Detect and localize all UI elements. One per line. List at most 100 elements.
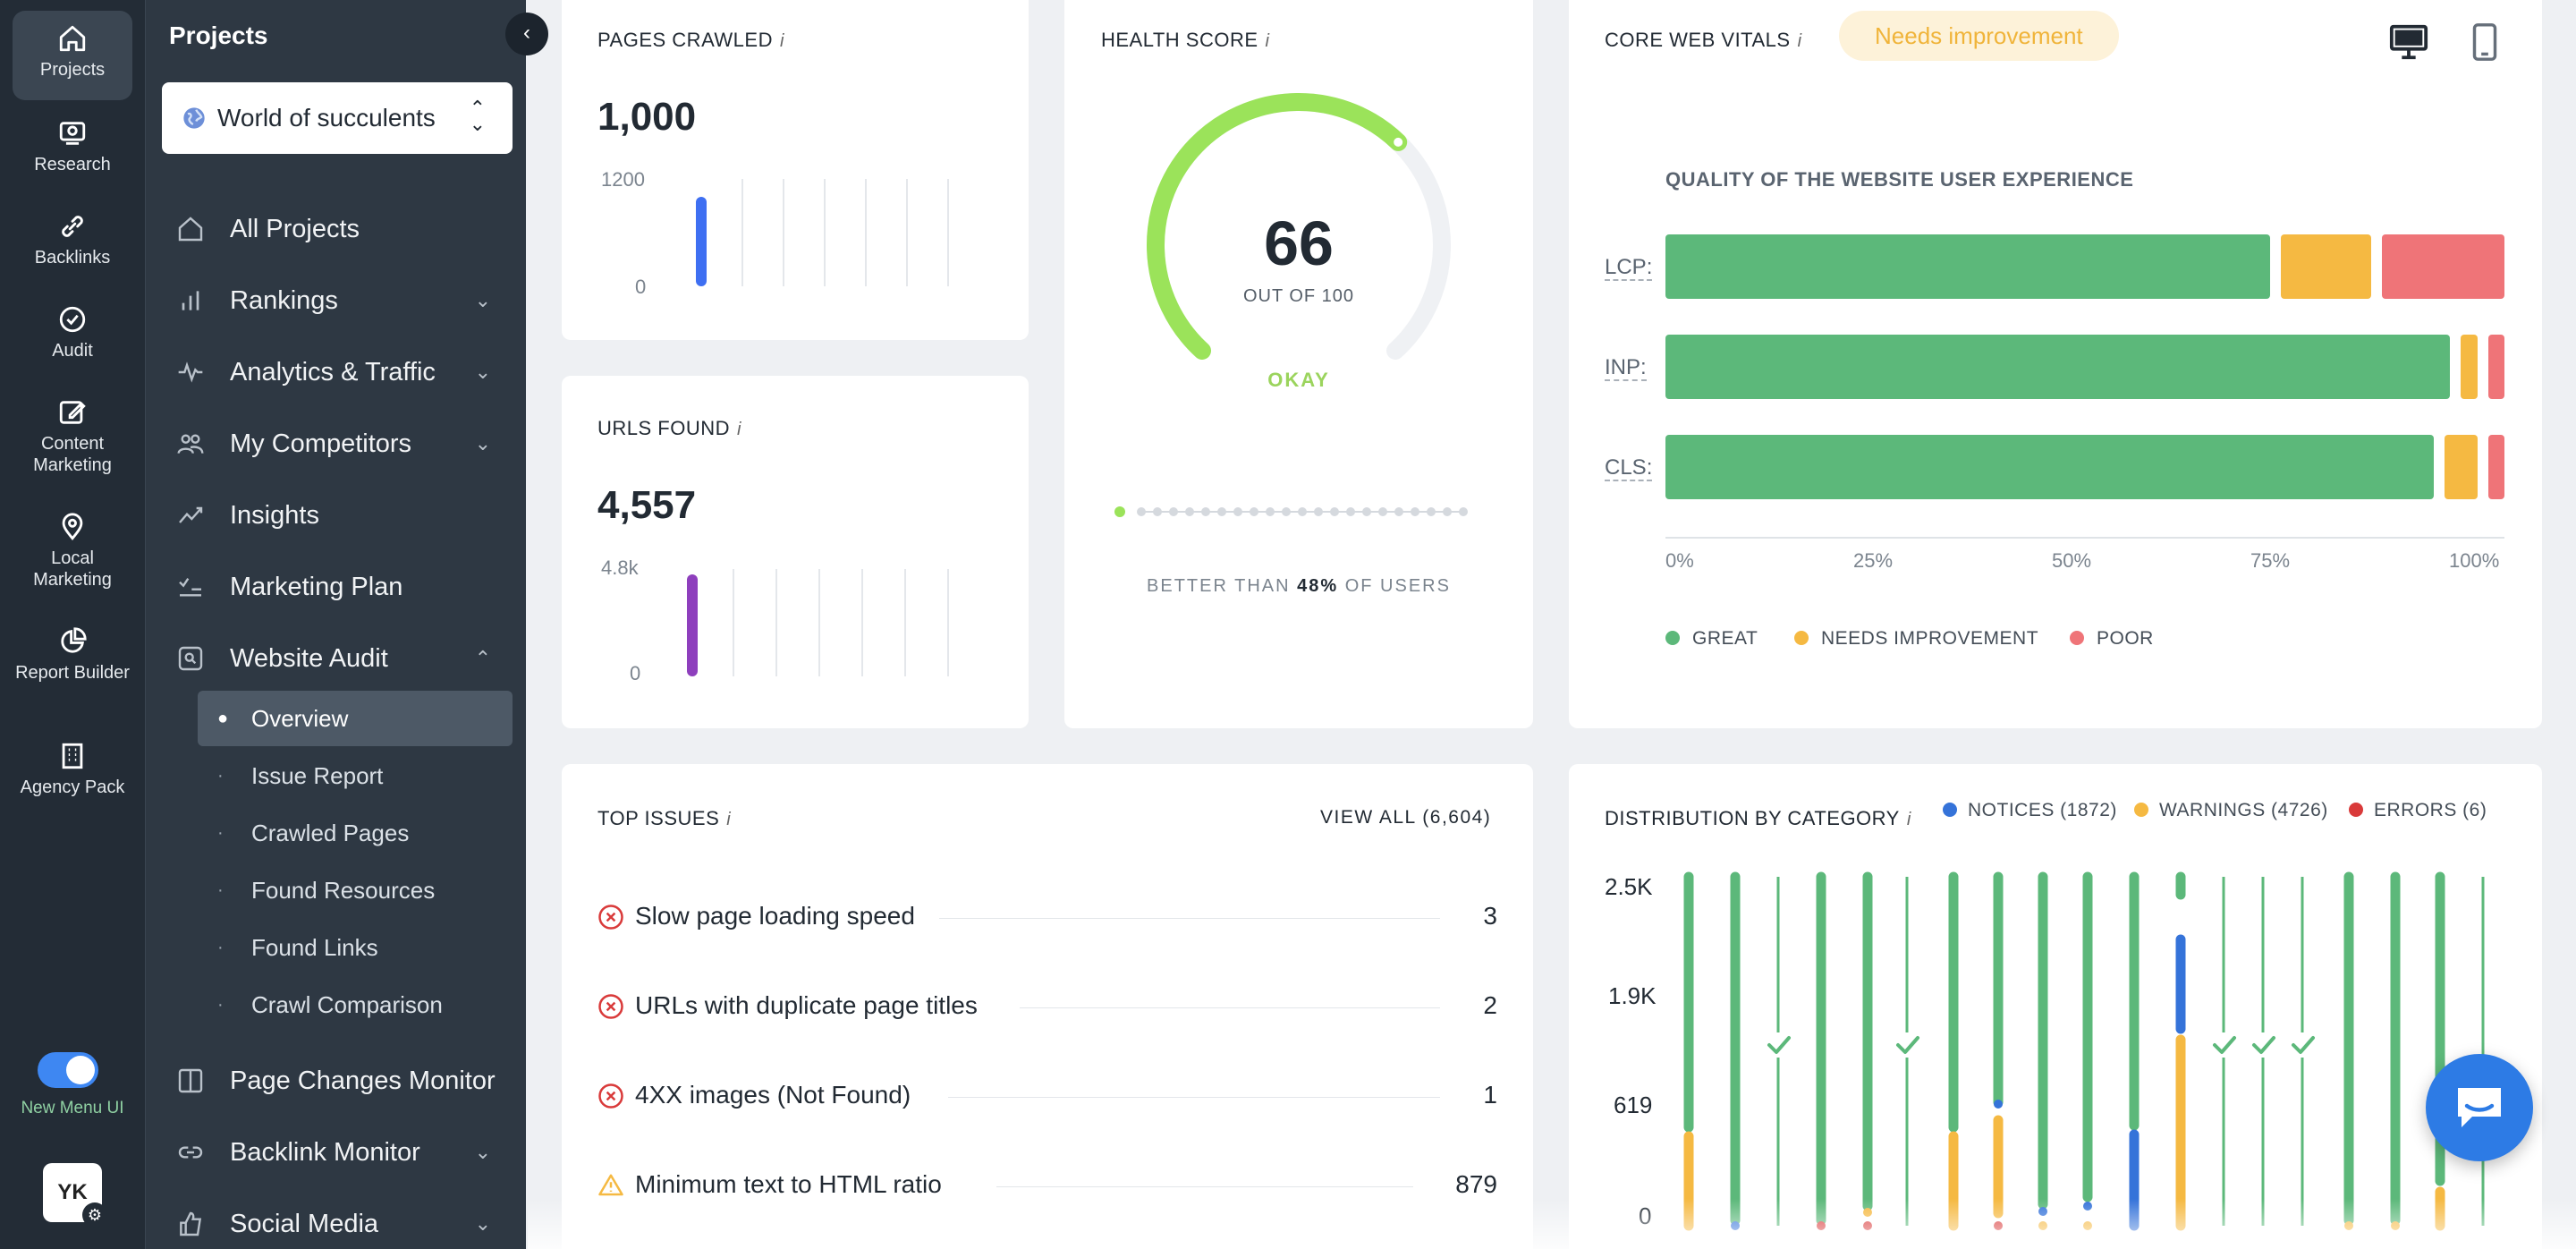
sidebar-subitem-crawl-comparison[interactable]: · Crawl Comparison <box>198 977 513 1032</box>
legend-dot <box>1794 631 1809 645</box>
sidebar-subitem-crawled-pages[interactable]: · Crawled Pages <box>198 805 513 861</box>
cwv-bar-needs <box>2445 435 2478 499</box>
avatar[interactable]: YK ⚙ <box>43 1163 107 1228</box>
card-title-text: PAGES CRAWLED <box>597 29 773 51</box>
rail-label: Report Builder <box>15 663 130 683</box>
info-icon[interactable]: i <box>1265 31 1270 51</box>
chevron-updown-icon: ⌃ ⌄ <box>469 97 486 135</box>
pulse-icon <box>178 361 203 383</box>
health-score-status: OKAY <box>1267 369 1330 391</box>
sidebar-item-label: Website Audit <box>230 644 388 673</box>
issue-divider <box>996 1186 1413 1187</box>
chevron-down-icon: ⌄ <box>474 289 491 311</box>
sidebar-item-insights[interactable]: Insights <box>176 492 507 539</box>
sidebar-item-label: All Projects <box>230 215 360 243</box>
cwv-tick-0: 0% <box>1665 549 1694 572</box>
legend-dot <box>1665 631 1680 645</box>
urls-found-value: 4,557 <box>597 483 697 527</box>
info-icon[interactable]: i <box>726 810 732 829</box>
rail-agency-pack[interactable]: Agency Pack <box>13 728 132 830</box>
cwv-label-inp[interactable]: INP: <box>1605 355 1647 381</box>
issue-row[interactable]: Slow page loading speed 3 <box>597 898 1497 934</box>
building-icon <box>62 743 83 769</box>
rail-research[interactable]: Research <box>13 106 132 186</box>
card-title-text: URLS FOUND <box>597 417 731 439</box>
sidebar-item-marketing-plan[interactable]: Marketing Plan <box>176 564 507 610</box>
issue-label: 4XX images (Not Found) <box>635 1081 911 1109</box>
bullet-icon: · <box>217 766 224 786</box>
cwv-bar-needs <box>2281 234 2371 299</box>
cwv-label-cls[interactable]: CLS: <box>1605 455 1653 481</box>
sidebar-subitem-label: Found Links <box>251 934 378 961</box>
sidebar-item-all-projects[interactable]: All Projects <box>176 206 507 252</box>
dist-y-tick: 619 <box>1614 1092 1653 1118</box>
chevron-down-icon: ⌄ <box>474 361 491 383</box>
sidebar-subitem-issue-report[interactable]: · Issue Report <box>198 748 513 803</box>
distribution-title: DISTRIBUTION BY CATEGORY i <box>1605 807 1911 830</box>
issue-row[interactable]: Minimum text to HTML ratio 879 <box>597 1167 1497 1202</box>
rail-content-marketing[interactable]: Content Marketing <box>13 385 132 487</box>
sidebar-item-analytics[interactable]: Analytics & Traffic ⌄ <box>176 349 507 395</box>
card-title-text: TOP ISSUES <box>597 807 720 829</box>
rail-label: Research <box>34 155 111 174</box>
sidebar-item-page-changes[interactable]: Page Changes Monitor <box>176 1058 507 1104</box>
gear-icon[interactable]: ⚙ <box>82 1202 107 1228</box>
issue-row[interactable]: 4XX images (Not Found) 1 <box>597 1077 1497 1113</box>
legend-notices: NOTICES (1872) <box>1943 800 2117 821</box>
mobile-icon[interactable] <box>2467 21 2503 63</box>
legend-label: NEEDS IMPROVEMENT <box>1821 628 2039 649</box>
issue-label: Minimum text to HTML ratio <box>635 1170 942 1198</box>
legend-errors: ERRORS (6) <box>2349 800 2487 821</box>
cwv-tick-75: 75% <box>2250 549 2291 572</box>
thumbs-up-icon <box>180 1211 202 1236</box>
chevron-down-icon: ⌄ <box>474 432 491 455</box>
info-icon[interactable]: i <box>1906 810 1911 829</box>
better-suffix: OF USERS <box>1338 576 1451 596</box>
issue-divider <box>948 1097 1440 1098</box>
sidebar-item-rankings[interactable]: Rankings ⌄ <box>176 277 507 324</box>
edit-icon <box>59 401 86 424</box>
info-icon[interactable]: i <box>737 420 741 439</box>
trend-icon <box>179 506 203 523</box>
top-issues-card <box>562 764 1533 1249</box>
info-icon[interactable]: i <box>779 31 784 51</box>
dist-y-tick: 1.9K <box>1608 982 1657 1009</box>
rail-audit[interactable]: Audit <box>13 292 132 372</box>
rail-backlinks[interactable]: Backlinks <box>13 199 132 279</box>
cwv-label-lcp[interactable]: LCP: <box>1605 255 1653 281</box>
sidebar-subitem-found-resources[interactable]: · Found Resources <box>198 862 513 918</box>
error-icon <box>598 1083 623 1109</box>
globe-icon <box>183 107 205 129</box>
legend-dot <box>1943 803 1957 817</box>
check-circle-icon <box>59 306 86 333</box>
urls-found-bar <box>687 574 698 676</box>
sidebar-subitem-overview[interactable]: ● Overview <box>198 691 513 746</box>
legend-label: ERRORS (6) <box>2374 800 2487 820</box>
pages-crawled-card <box>562 0 1029 340</box>
pages-crawled-value: 1,000 <box>597 95 697 139</box>
issue-row[interactable]: URLs with duplicate page titles 2 <box>597 988 1497 1024</box>
sidebar-subitem-found-links[interactable]: · Found Links <box>198 920 513 975</box>
cwv-bar-great <box>1665 234 2271 299</box>
collapse-sidebar-button[interactable]: ‹ <box>505 13 548 55</box>
sidebar-item-social-media[interactable]: Social Media ⌄ <box>176 1201 507 1247</box>
issue-label: Slow page loading speed <box>635 902 915 930</box>
rail-local-marketing[interactable]: Local Marketing <box>13 499 132 601</box>
rail-projects[interactable]: Projects <box>13 11 132 100</box>
pages-crawled-bar <box>696 197 707 286</box>
sidebar-item-competitors[interactable]: My Competitors ⌄ <box>176 421 507 467</box>
project-selector[interactable]: World of succulents ⌃ ⌄ <box>162 82 513 154</box>
sidebar-item-label: Marketing Plan <box>230 573 403 601</box>
sidebar-item-website-audit[interactable]: Website Audit ⌃ <box>176 635 507 682</box>
rail-report-builder[interactable]: Report Builder <box>13 614 132 716</box>
desktop-icon[interactable] <box>2388 21 2429 63</box>
new-menu-toggle[interactable] <box>38 1052 98 1088</box>
cwv-bar-great <box>1665 335 2451 399</box>
view-all-link[interactable]: VIEW ALL (6,604) <box>1320 807 1492 828</box>
issue-count: 879 <box>1455 1170 1497 1198</box>
info-icon[interactable]: i <box>1797 31 1802 51</box>
chat-button[interactable] <box>2426 1054 2533 1161</box>
issue-label: URLs with duplicate page titles <box>635 991 978 1019</box>
bullet-icon: · <box>217 823 224 843</box>
sidebar-item-backlink-monitor[interactable]: Backlink Monitor ⌄ <box>176 1129 507 1176</box>
